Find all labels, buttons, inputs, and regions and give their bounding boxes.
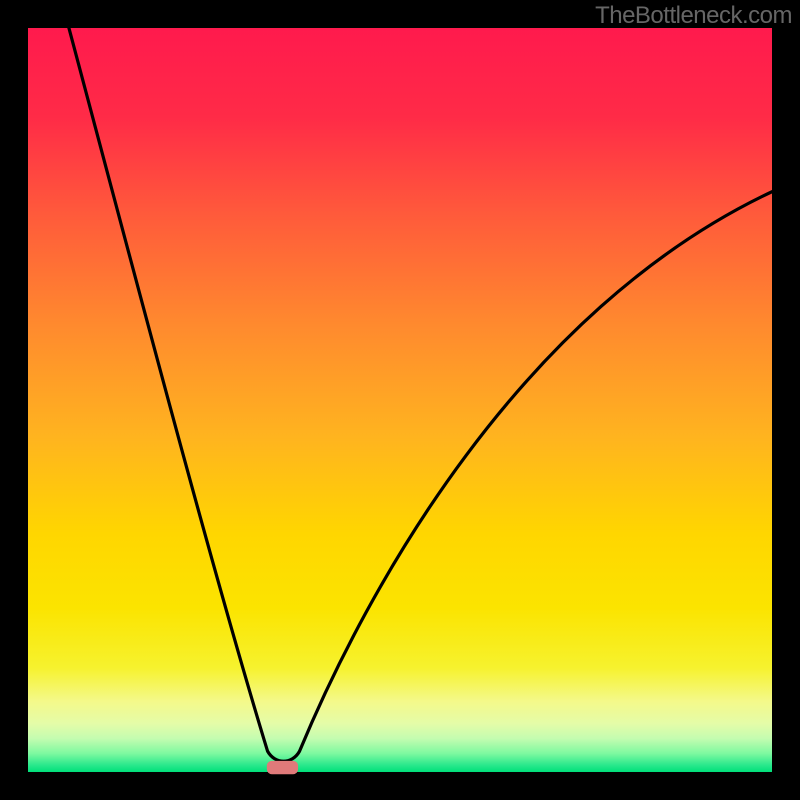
chart-frame: TheBottleneck.com [0,0,800,800]
bottleneck-curve-chart [0,0,800,800]
plot-background [28,28,772,772]
watermark-text: TheBottleneck.com [595,2,792,30]
optimal-point-marker [267,761,298,774]
